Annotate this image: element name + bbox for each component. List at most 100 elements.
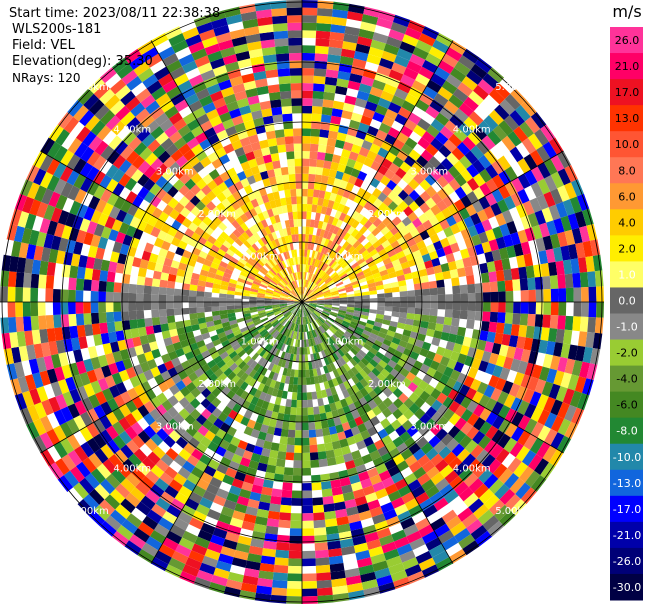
velocity-gate (449, 325, 459, 335)
velocity-gate (333, 447, 344, 458)
velocity-gate (476, 381, 489, 395)
velocity-gate (211, 407, 223, 419)
velocity-gate (45, 275, 55, 289)
velocity-gate (550, 302, 559, 316)
velocity-gate (251, 243, 260, 252)
velocity-gate (323, 214, 330, 224)
velocity-gate (292, 257, 297, 266)
velocity-gate (240, 416, 250, 427)
velocity-gate (367, 399, 378, 410)
velocity-gate (272, 23, 288, 32)
velocity-gate (369, 248, 378, 257)
velocity-gate (134, 344, 145, 356)
velocity-gate (241, 231, 250, 241)
velocity-gate (472, 430, 486, 445)
velocity-gate (302, 302, 308, 308)
velocity-gate (264, 262, 272, 270)
velocity-gate (564, 164, 578, 183)
velocity-gate (273, 427, 282, 437)
velocity-gate (318, 458, 328, 468)
velocity-gate (316, 205, 323, 214)
velocity-gate (553, 218, 565, 234)
velocity-gate (278, 271, 285, 279)
velocity-gate (315, 564, 331, 574)
velocity-gate (446, 358, 458, 370)
velocity-gate (182, 564, 200, 577)
velocity-gate (125, 150, 140, 165)
velocity-gate (274, 466, 285, 475)
velocity-gate (351, 384, 360, 394)
velocity-gate (293, 316, 298, 324)
velocity-gate (437, 287, 446, 295)
velocity-gate (302, 302, 305, 310)
velocity-gate (317, 374, 324, 384)
velocity-gate (499, 99, 516, 116)
velocity-gate (359, 225, 368, 235)
velocity-gate (355, 549, 371, 561)
velocity-gate (548, 204, 561, 221)
velocity-gate (449, 40, 467, 56)
velocity-gate (353, 50, 369, 62)
velocity-gate (303, 271, 306, 280)
velocity-gate (289, 535, 302, 544)
velocity-gate (300, 264, 302, 272)
velocity-gate (133, 527, 150, 543)
velocity-gate (267, 284, 276, 290)
velocity-gate (350, 481, 363, 492)
velocity-gate (399, 161, 412, 173)
velocity-gate (377, 97, 392, 109)
velocity-gate (139, 147, 153, 161)
velocity-gate (343, 452, 354, 463)
velocity-gate (466, 274, 475, 285)
velocity-gate (141, 133, 156, 148)
velocity-gate (398, 317, 407, 324)
colorbar-bin (610, 339, 643, 367)
velocity-gate (404, 564, 422, 577)
velocity-gate (68, 277, 77, 291)
velocity-gate (357, 360, 367, 370)
velocity-gate (265, 292, 273, 296)
velocity-gate (524, 418, 538, 435)
velocity-gate (330, 335, 338, 344)
velocity-gate (317, 269, 323, 277)
velocity-gate (294, 369, 299, 378)
velocity-gate (521, 137, 537, 154)
velocity-gate (315, 45, 329, 55)
velocity-gate (100, 259, 110, 272)
velocity-gate (228, 336, 237, 344)
velocity-gate (375, 313, 385, 320)
velocity-gate (322, 332, 329, 340)
velocity-gate (431, 399, 443, 412)
velocity-gate (360, 284, 369, 290)
velocity-gate (403, 67, 419, 81)
velocity-gate (240, 582, 258, 593)
velocity-gate (377, 382, 388, 392)
velocity-gate (439, 125, 454, 140)
velocity-gate (322, 254, 329, 263)
velocity-gate (358, 28, 375, 40)
velocity-gate (309, 303, 317, 307)
velocity-gate (235, 207, 245, 217)
velocity-gate (557, 356, 568, 373)
velocity-gate (158, 517, 174, 531)
velocity-gate (284, 189, 291, 198)
velocity-gate (378, 534, 394, 547)
velocity-gate (99, 67, 117, 84)
velocity-gate (343, 33, 359, 44)
velocity-gate (459, 284, 468, 294)
velocity-gate (268, 176, 277, 186)
velocity-gate (450, 242, 460, 254)
velocity-gate (200, 522, 216, 535)
velocity-gate (39, 370, 51, 386)
velocity-gate (202, 101, 217, 114)
velocity-gate (419, 190, 432, 203)
velocity-gate (159, 316, 168, 325)
velocity-gate (234, 237, 244, 247)
velocity-gate (140, 380, 152, 393)
velocity-gate (272, 223, 279, 232)
velocity-gate (339, 259, 347, 267)
velocity-gate (320, 313, 329, 319)
velocity-gate (291, 105, 302, 114)
velocity-gate (520, 241, 531, 255)
velocity-gate (133, 61, 150, 77)
